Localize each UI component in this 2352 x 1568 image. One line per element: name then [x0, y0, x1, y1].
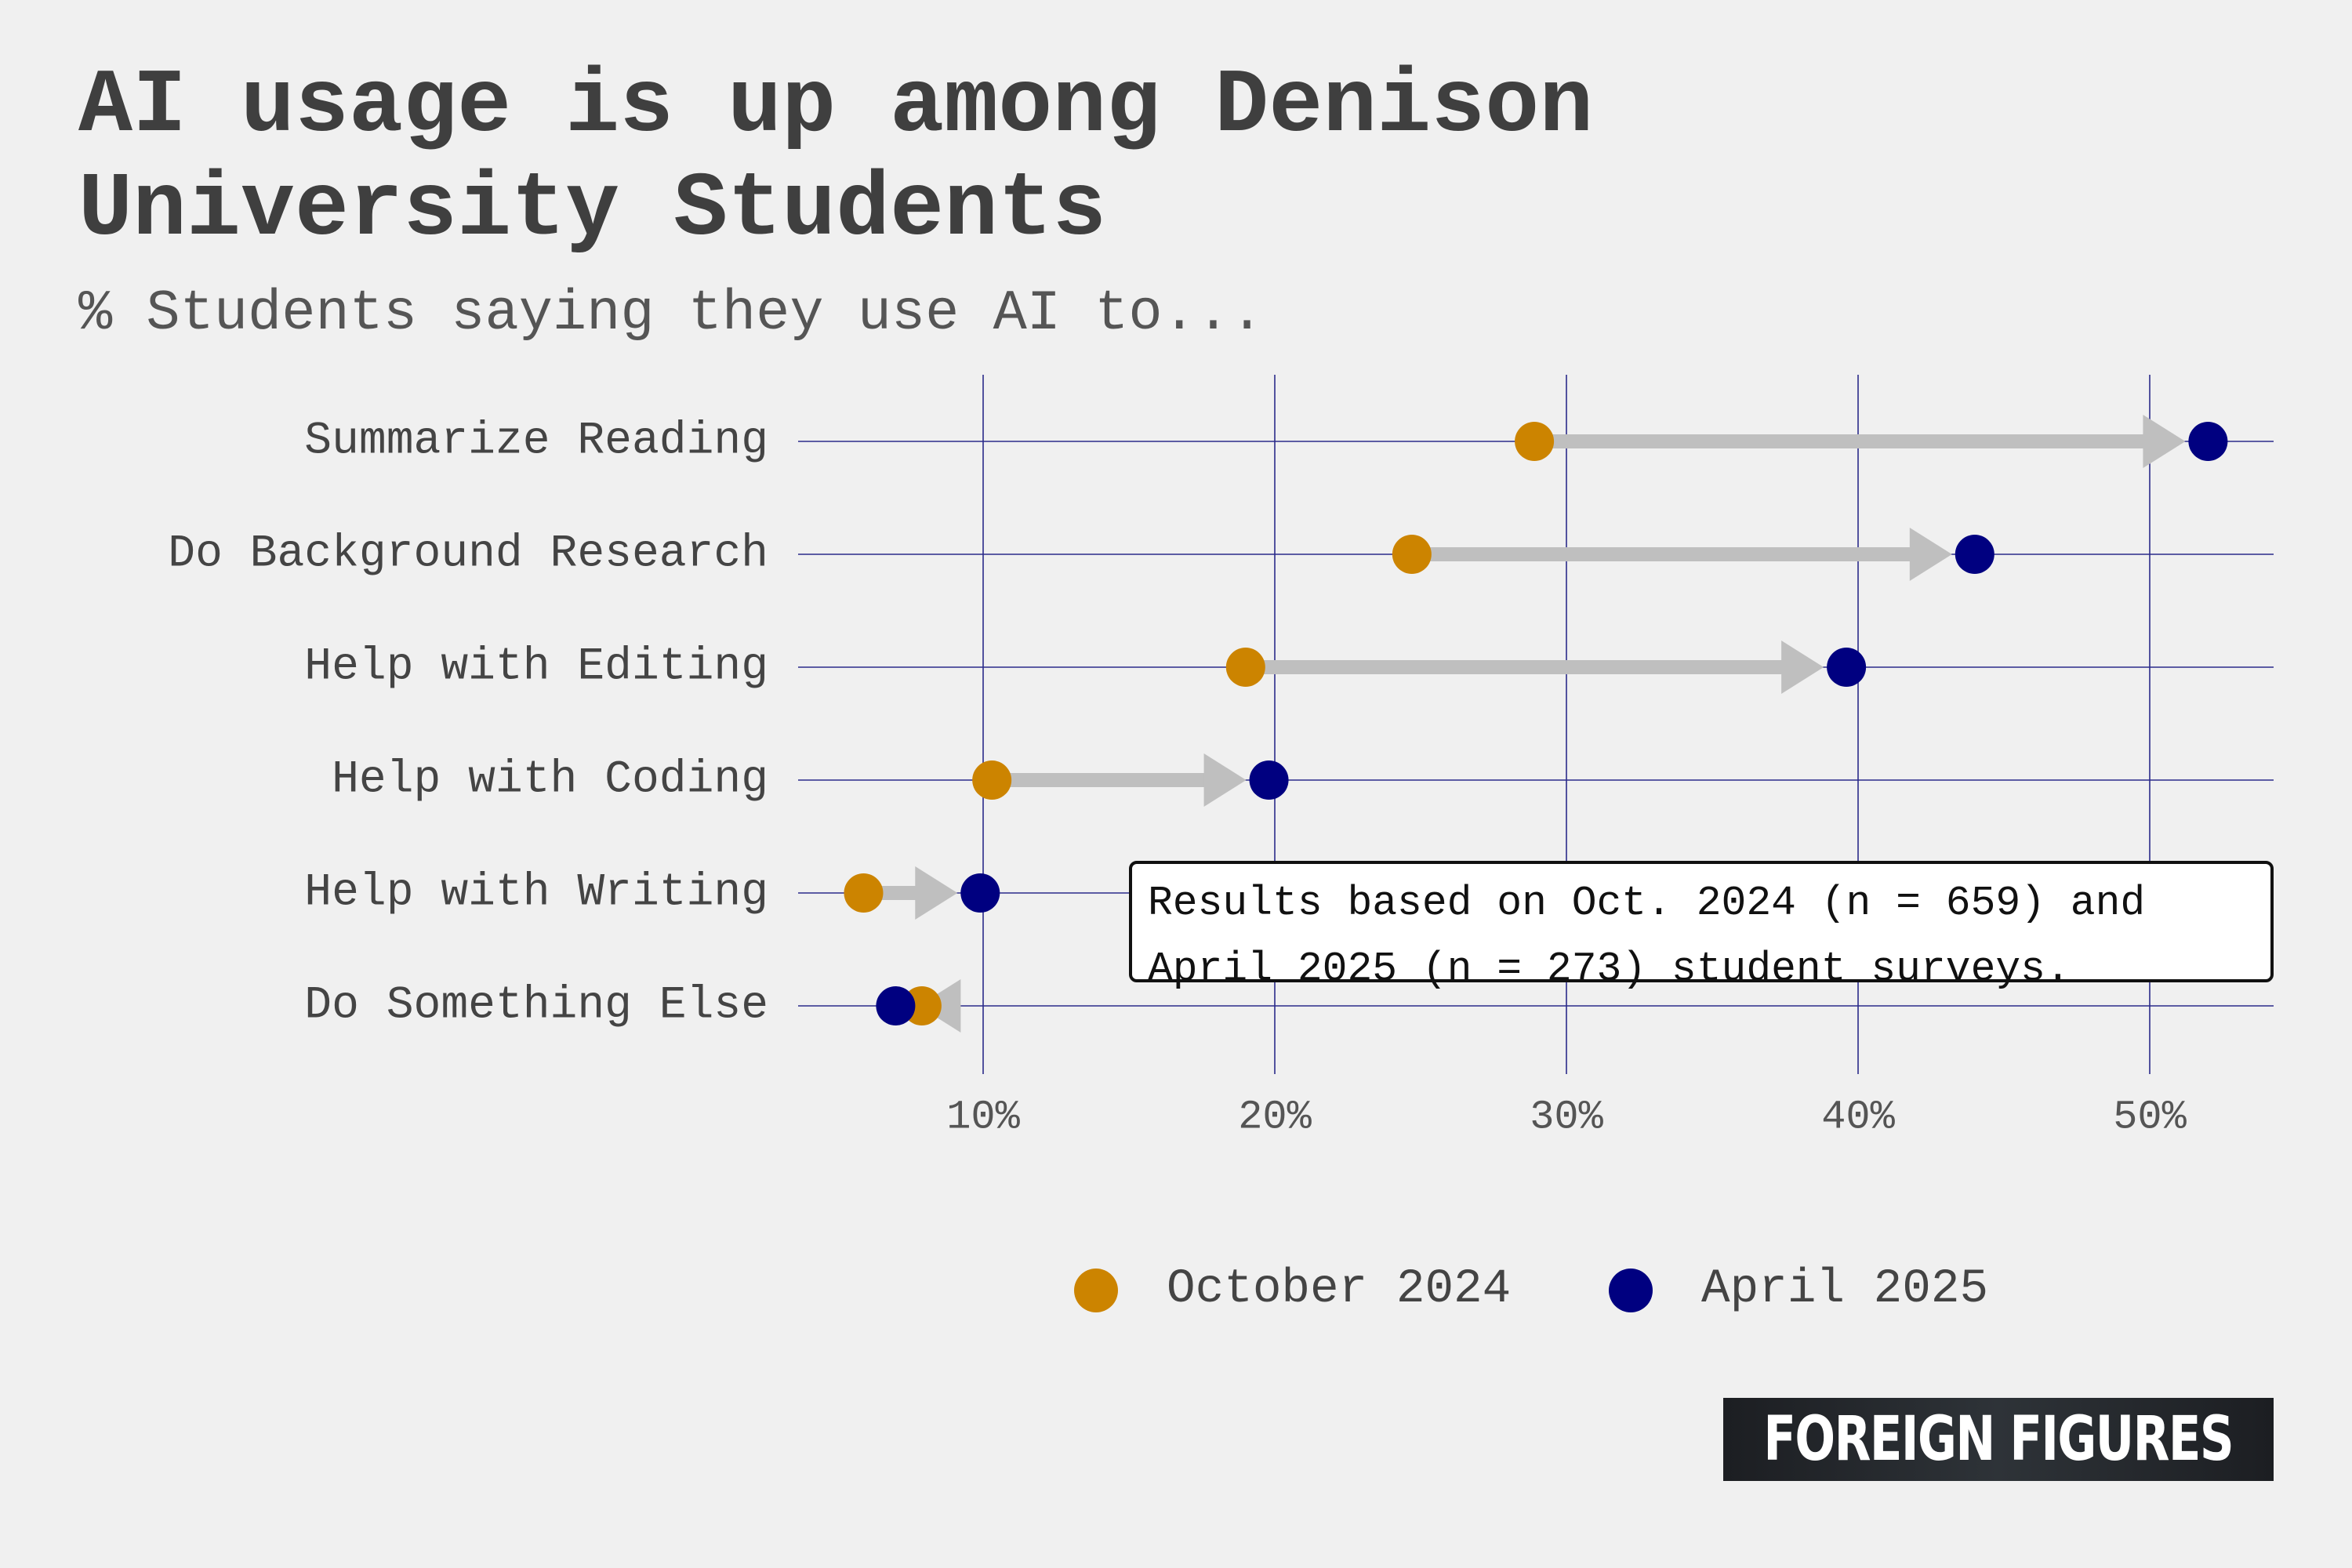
point-october-2024-do-background-research: [1392, 535, 1432, 574]
arrow-head-help-with-coding: [1203, 753, 1247, 807]
point-april-2025-help-with-editing: [1827, 648, 1867, 687]
legend-label-october-2024: October 2024: [1167, 1262, 1512, 1316]
category-label-do-something-else: Do Something Else: [304, 981, 768, 1032]
category-label-help-with-coding: Help with Coding: [332, 755, 768, 806]
point-april-2025-summarize-reading: [2188, 422, 2228, 461]
arrow-head-summarize-reading: [2143, 415, 2186, 468]
arrow-head-help-with-writing: [915, 866, 958, 920]
chart-legend: October 2024 April 2025: [0, 1258, 2352, 1321]
survey-note-line-2: April 2025 (n = 273) student surveys.: [1148, 946, 2071, 993]
x-tick-label-40: 40%: [1821, 1094, 1895, 1141]
x-tick-label-30: 30%: [1530, 1094, 1603, 1141]
point-october-2024-help-with-editing: [1225, 648, 1265, 687]
point-april-2025-help-with-writing: [960, 873, 1000, 913]
point-october-2024-help-with-coding: [972, 760, 1012, 800]
legend-swatch-april-2025: [1609, 1269, 1653, 1312]
legend-swatch-october-2024: [1074, 1269, 1118, 1312]
brand-logo-text: FOREIGN FIGURES: [1763, 1404, 2234, 1475]
arrow-head-do-background-research: [1909, 528, 1952, 581]
x-tick-label-50: 50%: [2113, 1094, 2187, 1141]
point-october-2024-help-with-writing: [844, 873, 884, 913]
point-april-2025-do-background-research: [1955, 535, 1994, 574]
category-label-help-with-editing: Help with Editing: [304, 642, 768, 693]
category-label-do-background-research: Do Background Research: [168, 529, 768, 580]
category-label-summarize-reading: Summarize Reading: [304, 416, 768, 467]
dumbbell-chart: Summarize Reading Do Background Research H…: [168, 375, 2274, 1141]
brand-logo: FOREIGN FIGURES: [1723, 1398, 2274, 1481]
survey-note-line-1: Results based on Oct. 2024 (n = 659) and: [1148, 880, 2146, 927]
x-tick-label-20: 20%: [1238, 1094, 1312, 1141]
point-april-2025-do-something-else: [876, 986, 916, 1025]
survey-note: Results based on Oct. 2024 (n = 659) and…: [1129, 861, 2274, 993]
point-april-2025-help-with-coding: [1249, 760, 1289, 800]
arrow-head-help-with-editing: [1781, 641, 1824, 694]
chart-subtitle: % Students saying they use AI to...: [78, 281, 1265, 346]
x-tick-label-10: 10%: [946, 1094, 1020, 1141]
point-october-2024-summarize-reading: [1515, 422, 1555, 461]
chart-title: AI usage is up among Denison University …: [78, 55, 1594, 261]
legend-label-april-2025: April 2025: [1701, 1262, 1989, 1316]
category-label-help-with-writing: Help with Writing: [304, 868, 768, 919]
